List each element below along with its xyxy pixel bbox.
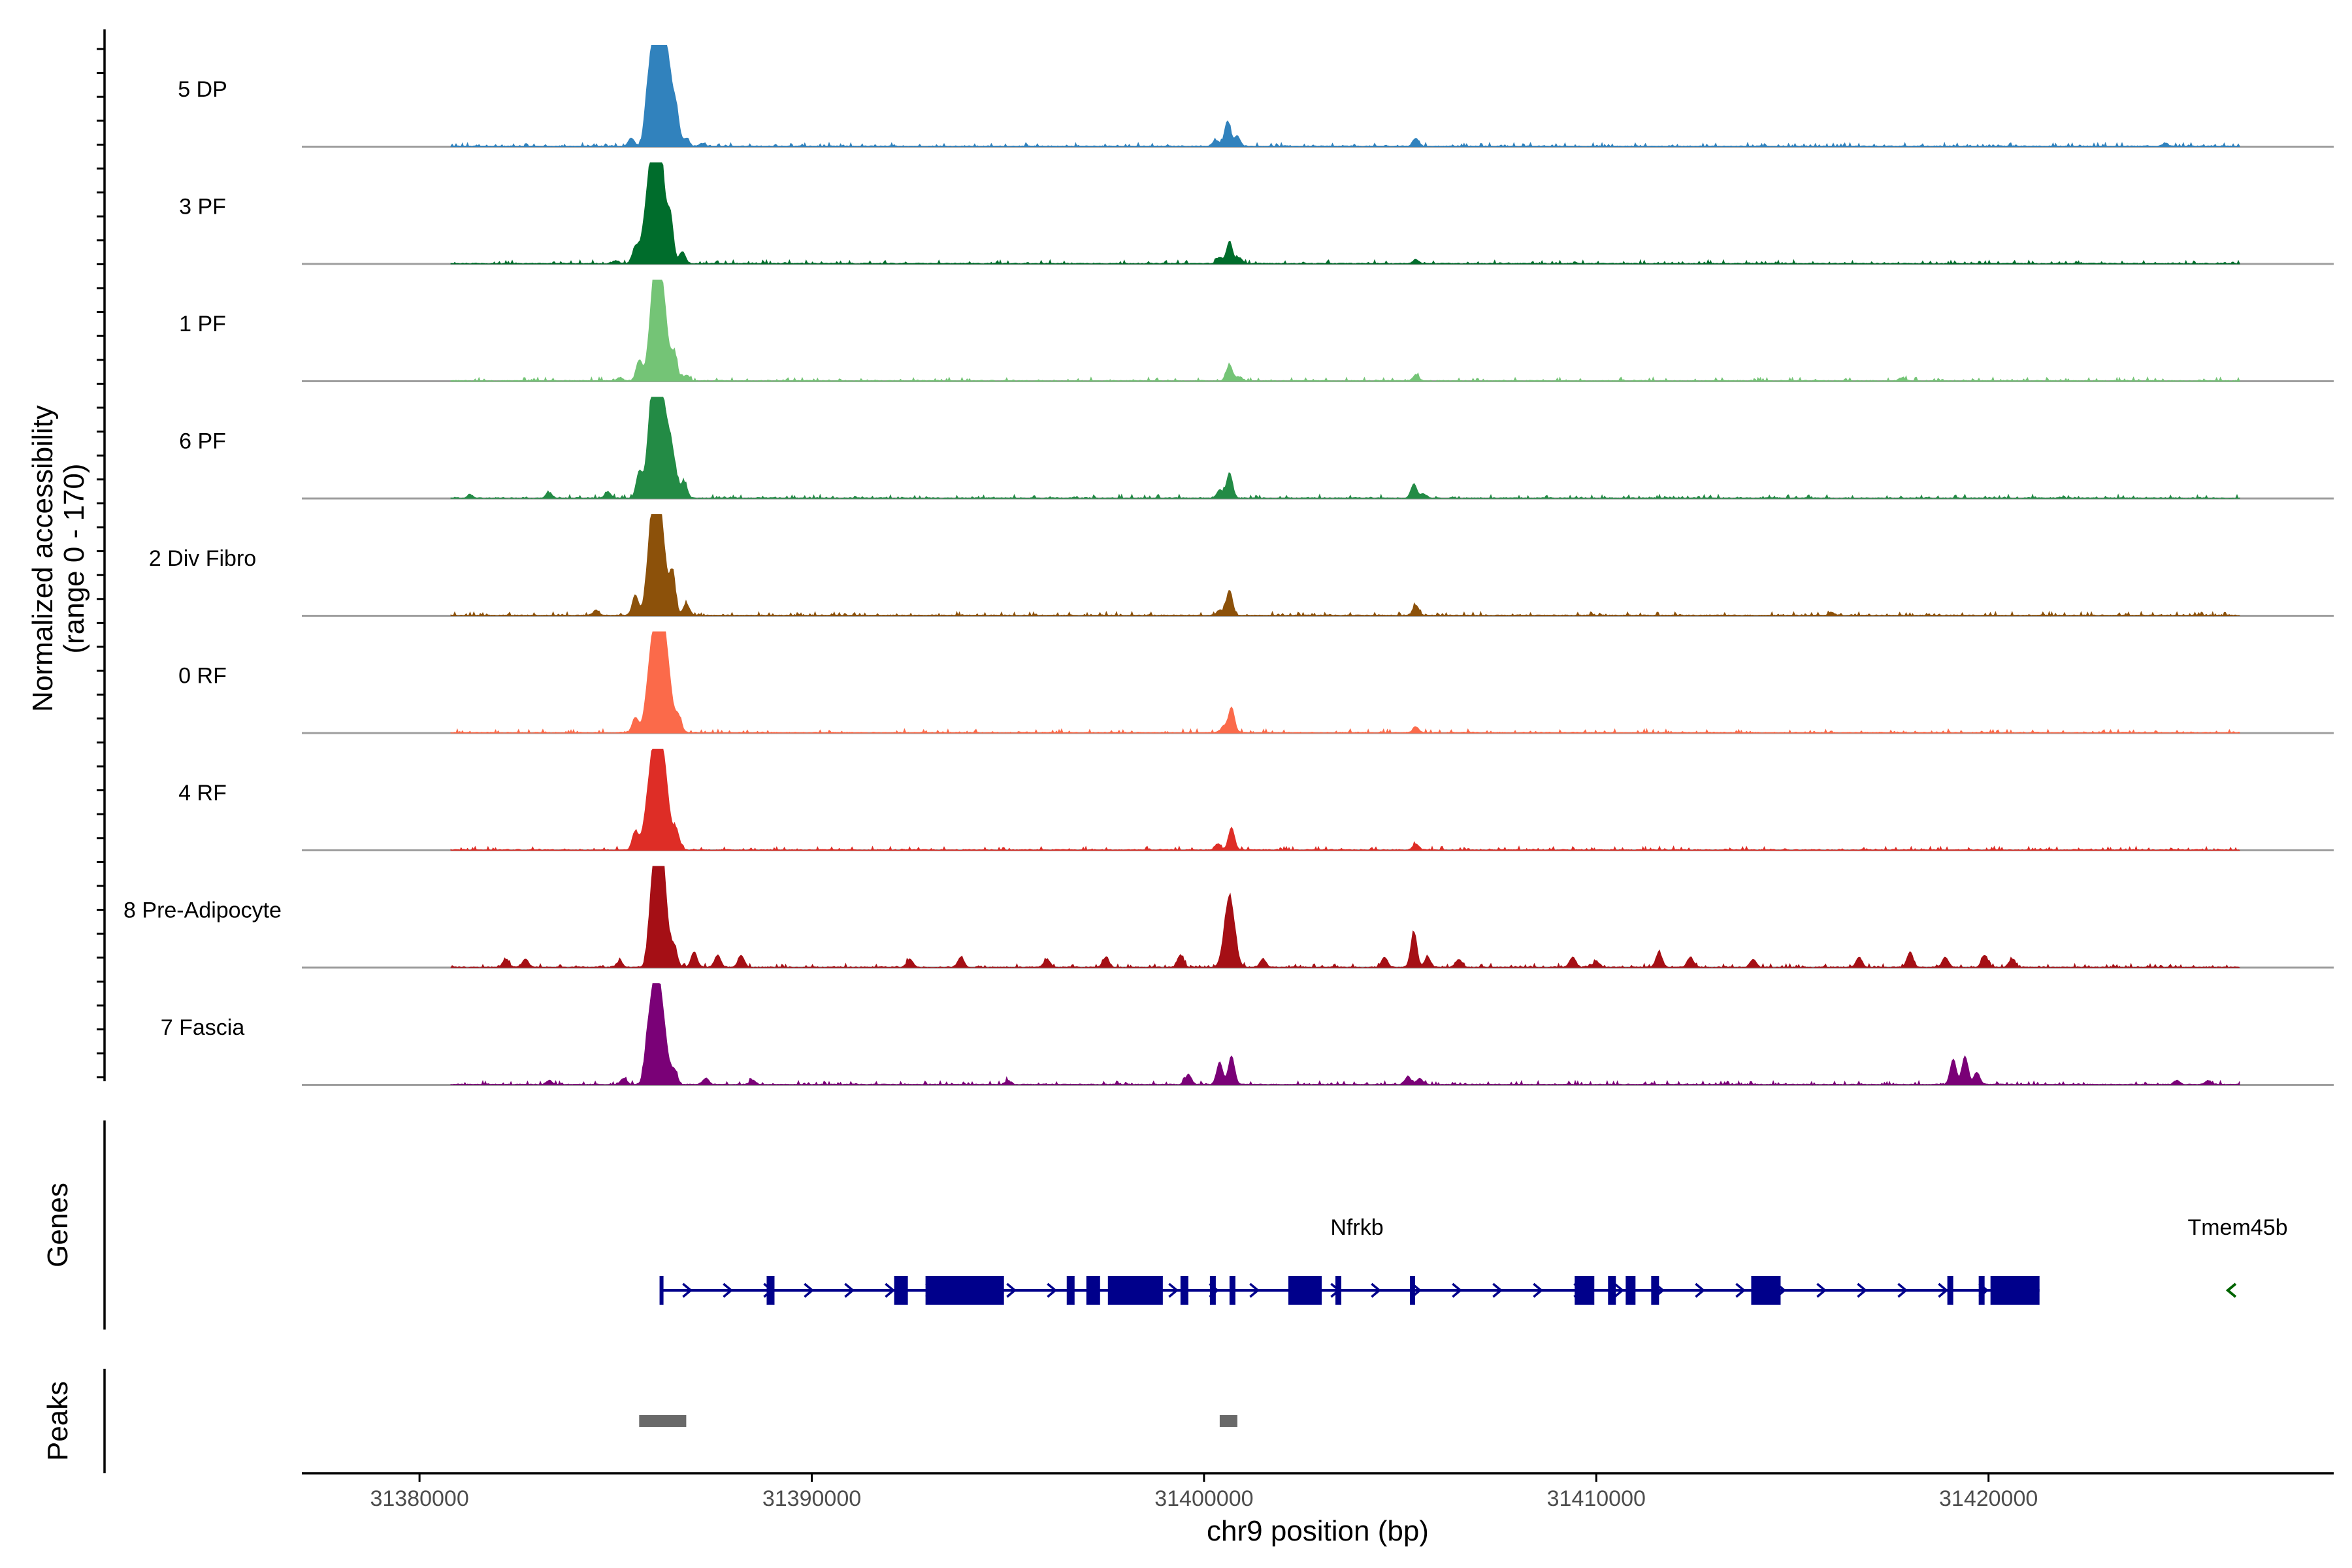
x-tick-label: 31410000 xyxy=(1547,1486,1646,1511)
strand-chevron-icon xyxy=(723,1282,734,1298)
coverage-tracks: 5 DP 3 PF 1 PF 6 PF 2 Div Fibro 0 RF 4 RF 8 Pre… xyxy=(123,45,2334,1086)
track-8-pre-adipocyte: 8 Pre-Adipocyte xyxy=(123,866,2334,969)
strand-chevron-icon xyxy=(1938,1282,1949,1298)
coverage-area xyxy=(450,162,2240,265)
peak-regions xyxy=(639,1415,1237,1427)
coverage-area xyxy=(450,749,2240,851)
gene-tmem45b: Tmem45b xyxy=(2187,1215,2288,1298)
peak-region xyxy=(1219,1415,1237,1427)
coverage-area xyxy=(450,983,2240,1086)
coverage-area xyxy=(450,631,2240,734)
gene-nfrkb: Nfrkb xyxy=(659,1215,2040,1305)
gene-label: Nfrkb xyxy=(1330,1215,1383,1240)
strand-chevron-icon xyxy=(1857,1282,1868,1298)
track-5-dp: 5 DP xyxy=(178,45,2334,148)
strand-chevron-icon xyxy=(1168,1282,1179,1298)
strand-chevron-icon xyxy=(1897,1282,1908,1298)
peaks-track-label: Peaks xyxy=(42,1381,74,1461)
track-label: 4 RF xyxy=(178,781,227,806)
gene-exon xyxy=(1978,1276,1985,1305)
gene-exon xyxy=(1086,1276,1100,1305)
track-label: 7 Fascia xyxy=(161,1015,245,1040)
gene-exon xyxy=(1410,1276,1415,1305)
x-tick-label: 31400000 xyxy=(1154,1486,1253,1511)
x-tick-label: 31380000 xyxy=(370,1486,468,1511)
gene-exon xyxy=(1335,1276,1342,1305)
strand-chevron-icon xyxy=(1249,1282,1260,1298)
track-label: 2 Div Fibro xyxy=(149,546,256,571)
track-label: 0 RF xyxy=(178,664,227,689)
gene-exon xyxy=(1947,1276,1953,1305)
strand-chevron-icon xyxy=(682,1282,693,1298)
coverage-area xyxy=(450,45,2240,148)
x-axis-ticks: 31380000 31390000 31400000 31410000 31420000 xyxy=(370,1473,2038,1511)
gene-exon xyxy=(1209,1276,1216,1305)
gene-exon xyxy=(1066,1276,1075,1305)
track-6-pf: 6 PF xyxy=(179,397,2334,500)
gene-exon xyxy=(1625,1276,1636,1305)
track-7-fascia: 7 Fascia xyxy=(161,983,2334,1086)
gene-exon xyxy=(1990,1276,2040,1305)
strand-chevron-icon xyxy=(804,1282,815,1298)
gene-exon xyxy=(1180,1276,1188,1305)
strand-chevron-icon xyxy=(1371,1282,1382,1298)
strand-chevron-icon xyxy=(1047,1282,1058,1298)
track-1-pf: 1 PF xyxy=(179,280,2334,382)
strand-chevron-icon xyxy=(1816,1282,1827,1298)
strand-chevron-icon xyxy=(1695,1282,1706,1298)
strand-chevron-icon xyxy=(844,1282,855,1298)
strand-chevron-icon xyxy=(2225,1282,2237,1298)
track-4-rf: 4 RF xyxy=(178,749,2334,851)
strand-chevron-icon xyxy=(1735,1282,1746,1298)
strand-chevron-icon xyxy=(885,1282,896,1298)
strand-chevron-icon xyxy=(1492,1282,1503,1298)
gene-label: Tmem45b xyxy=(2187,1215,2287,1240)
track-label: 3 PF xyxy=(179,195,226,220)
coverage-y-ticks xyxy=(97,48,105,1079)
gene-exon xyxy=(1651,1276,1659,1305)
coverage-area xyxy=(450,397,2240,499)
gene-exon xyxy=(766,1276,775,1305)
gene-exon xyxy=(1608,1276,1616,1305)
gene-exon xyxy=(1575,1276,1595,1305)
coverage-area xyxy=(450,514,2240,617)
track-label: 8 Pre-Adipocyte xyxy=(123,898,282,923)
track-label: 6 PF xyxy=(179,429,226,454)
gene-exon xyxy=(1288,1276,1322,1305)
coverage-area xyxy=(450,866,2240,968)
x-axis-title: chr9 position (bp) xyxy=(1207,1515,1429,1547)
gene-exon xyxy=(925,1276,1004,1305)
track-label: 5 DP xyxy=(178,77,227,102)
track-2-div-fibro: 2 Div Fibro xyxy=(149,514,2334,617)
track-0-rf: 0 RF xyxy=(178,631,2334,734)
strand-chevron-icon xyxy=(1006,1282,1017,1298)
genes-track-label: Genes xyxy=(42,1183,74,1267)
gene-exon xyxy=(659,1276,664,1305)
y-axis-title-line1: Normalized accessibility xyxy=(27,405,59,711)
gene-exon xyxy=(1751,1276,1781,1305)
track-label: 1 PF xyxy=(179,312,226,336)
strand-chevron-icon xyxy=(1533,1282,1544,1298)
peak-region xyxy=(639,1415,687,1427)
gene-exon xyxy=(894,1276,908,1305)
strand-chevron-icon xyxy=(1452,1282,1463,1298)
strand-chevron-icon xyxy=(1614,1282,1625,1298)
coverage-area xyxy=(450,280,2240,382)
x-tick-label: 31390000 xyxy=(762,1486,861,1511)
x-tick-label: 31420000 xyxy=(1939,1486,2038,1511)
gene-exon xyxy=(1107,1276,1163,1305)
y-axis-title-line2: (range 0 - 170) xyxy=(58,463,90,653)
gene-exon xyxy=(1229,1276,1235,1305)
track-3-pf: 3 PF xyxy=(179,162,2334,265)
gene-annotations: Nfrkb Tmem45b xyxy=(659,1215,2288,1305)
